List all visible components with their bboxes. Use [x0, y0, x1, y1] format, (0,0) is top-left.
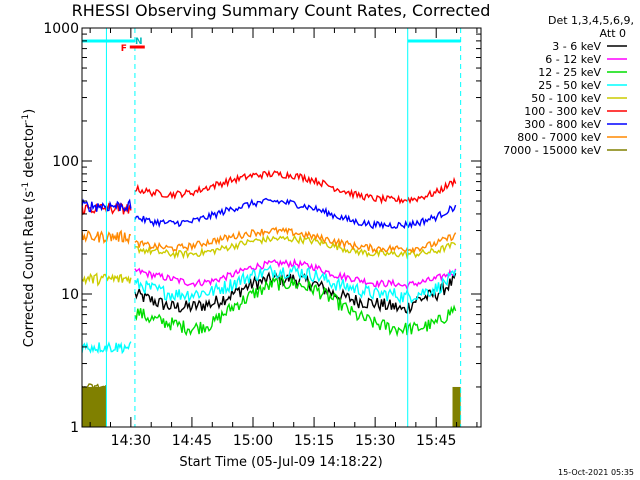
legend-label: 300 - 800 keV [524, 118, 601, 131]
y-axis-label-sup2: -1 [21, 114, 31, 123]
x-tick-label: 15:15 [294, 433, 334, 449]
legend-label: 800 - 7000 keV [517, 131, 601, 144]
legend-label: 50 - 100 keV [531, 92, 601, 105]
y-axis-label-sup1: -1 [21, 182, 31, 191]
series-line [134, 271, 457, 315]
series-line [134, 234, 457, 260]
y-tick-label: 10 [61, 287, 79, 303]
series-3 [134, 264, 457, 305]
legend-label: 100 - 300 keV [524, 105, 601, 118]
x-tick-label: 15:30 [355, 433, 395, 449]
series-0 [134, 271, 457, 315]
series-2 [134, 275, 457, 338]
legend-label: 25 - 50 keV [538, 79, 601, 92]
series-6 [134, 197, 457, 230]
series-1 [134, 257, 457, 291]
x-tick-label: 15:00 [233, 433, 273, 449]
legend-label: 12 - 25 keV [538, 66, 601, 79]
legend-label: 3 - 6 keV [552, 40, 601, 53]
series-line [134, 197, 457, 230]
legend-label: 7000 - 15000 keV [503, 144, 601, 157]
high-energy-block [82, 386, 107, 427]
series-7 [134, 226, 457, 254]
x-axis-label: Start Time (05-Jul-09 14:18:22) [179, 455, 382, 470]
ticks-layer: 1 10 100 1000 14:30 14:45 15:00 15:15 15:30 15:45 [43, 21, 481, 449]
legend-header-2: Att 0 [600, 27, 626, 40]
y-tick-label: 100 [52, 154, 79, 170]
flag-mark-n: N [135, 37, 143, 47]
overlay-layer: FN [82, 28, 462, 427]
series-line [134, 257, 457, 291]
y-tick-label: 1000 [43, 21, 79, 37]
y-axis-label-end: ) [22, 109, 37, 114]
data-layer [82, 169, 461, 427]
legend-header-1: Det 1,3,4,5,6,9, [548, 14, 634, 27]
series-line [134, 264, 457, 305]
series-4 [134, 234, 457, 260]
y-axis-label-part1: Corrected Count Rate (s [22, 191, 37, 348]
x-tick-label: 14:30 [111, 433, 151, 449]
y-axis-label-mid: detector [22, 122, 37, 182]
series-line [134, 275, 457, 338]
flag-mark-f: F [121, 44, 127, 54]
series-line [134, 226, 457, 254]
series-5 [134, 169, 457, 205]
y-axis-label: Corrected Count Rate (s-1 detector-1) [21, 109, 37, 347]
high-energy-block [452, 386, 461, 427]
legend-label: 6 - 12 keV [545, 53, 601, 66]
x-tick-label: 14:45 [172, 433, 212, 449]
series-line [134, 169, 457, 205]
timestamp: 15-Oct-2021 05:35 [558, 468, 634, 477]
plot-frame [81, 27, 482, 428]
chart-title: RHESSI Observing Summary Count Rates, Co… [72, 1, 491, 20]
y-tick-label: 1 [70, 420, 79, 436]
x-tick-label: 15:45 [416, 433, 456, 449]
